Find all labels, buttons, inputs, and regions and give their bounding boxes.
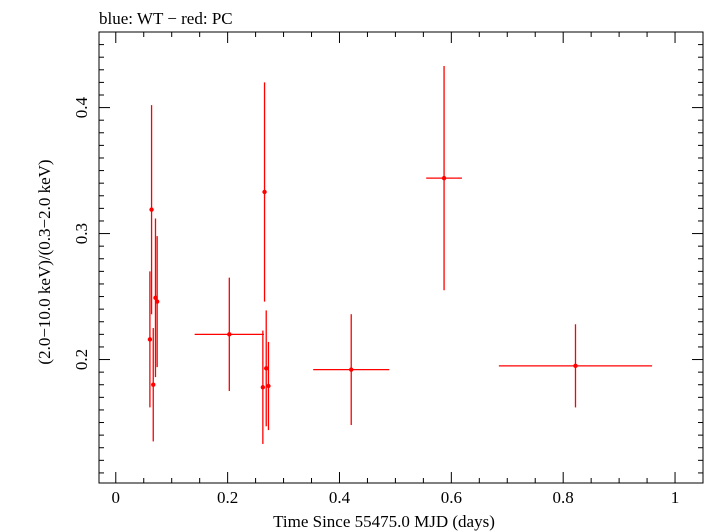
data-point (227, 332, 232, 337)
data-point (349, 367, 354, 372)
x-tick-label: 0.8 (553, 488, 574, 507)
data-point (441, 175, 447, 181)
x-tick-label: 0.2 (217, 488, 238, 507)
x-tick-label: 0.6 (441, 488, 462, 507)
data-marks (147, 66, 653, 444)
data-point (151, 382, 156, 387)
chart-title: blue: WT − red: PC (99, 9, 233, 28)
data-point (266, 383, 271, 389)
y-tick-label: 0.3 (72, 223, 91, 244)
x-tick-label: 1 (671, 488, 680, 507)
x-tick-label: 0.4 (329, 488, 351, 507)
data-point (149, 207, 154, 212)
y-tick-label: 0.2 (72, 349, 91, 370)
data-point (260, 385, 266, 390)
data-point (154, 299, 160, 304)
x-tick-label: 0 (112, 488, 121, 507)
data-point (573, 363, 578, 369)
axes: 0 0.2 0.4 0.6 0.8 1 0.2 0.3 0.4 (72, 31, 704, 507)
data-point (262, 189, 267, 195)
x-axis-label: Time Since 55475.0 MJD (days) (273, 512, 495, 531)
y-tick-label: 0.4 (72, 96, 91, 118)
y-axis-label: (2.0−10.0 keV)/(0.3−2.0 keV) (35, 159, 54, 364)
plot-frame (98, 31, 704, 484)
data-point (147, 337, 153, 342)
data-point (264, 366, 269, 371)
